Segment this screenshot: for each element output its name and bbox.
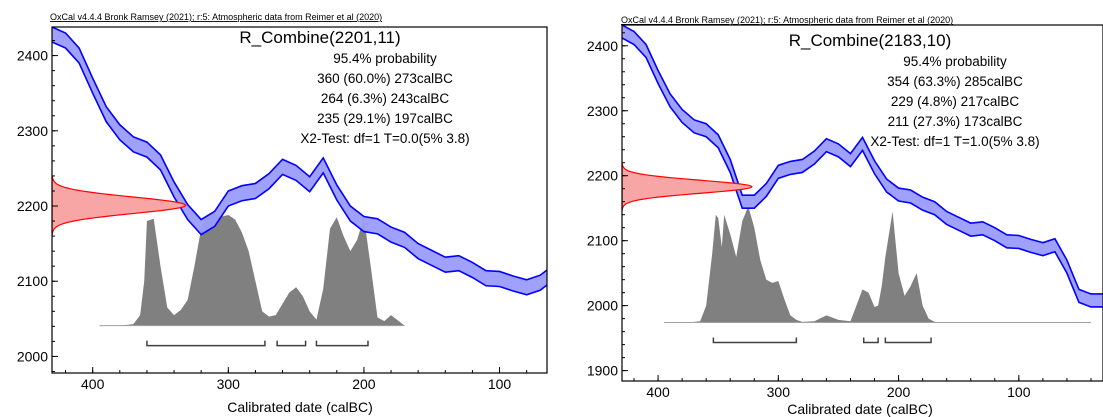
hpd-range-bracket-3 [884, 337, 932, 344]
y-tick-label: 2200 [587, 168, 618, 184]
summary-line-chi-test: X2-Test: df=1 T=1.0(5% 3.8) [870, 134, 1039, 149]
y-tick-label: 2200 [17, 198, 48, 214]
measurement-distribution [52, 175, 187, 235]
summary-line-range-3: 235 (29.1%) 197calBC [317, 111, 453, 126]
hpd-range-bracket-2 [276, 340, 307, 347]
probability-summary: 95.4% probability 360 (60.0%) 273calBC 2… [300, 51, 469, 146]
x-tick-label: 300 [767, 384, 791, 400]
plot-area: 400 300 200 100 2000 2100 2200 2300 2400 [17, 26, 548, 392]
chart-title: R_Combine(2201,11) [239, 28, 400, 47]
y-tick-label: 2000 [17, 348, 48, 364]
x-axis-label: Calibrated date (calBC) [227, 399, 373, 415]
summary-line-range-1: 360 (60.0%) 273calBC [317, 71, 453, 86]
probability-summary: 95.4% probability 354 (63.3%) 285calBC 2… [870, 54, 1039, 149]
left-calibration-chart: OxCal v4.4.4 Bronk Ramsey (2021); r:5: A… [17, 12, 548, 415]
hpd-range-bracket-2 [862, 337, 879, 344]
hpd-range-bracket-1 [712, 337, 798, 344]
x-tick-label: 400 [646, 384, 670, 400]
software-credit: OxCal v4.4.4 Bronk Ramsey (2021); r:5: A… [621, 15, 953, 25]
plot-frame [621, 24, 1103, 382]
y-tick-label: 2000 [587, 298, 618, 314]
x-tick-label: 200 [352, 376, 376, 392]
summary-line-range-2: 264 (6.3%) 243calBC [321, 91, 450, 106]
plot-area: 400 300 200 100 1900 2000 2100 2200 2300 2400 [587, 24, 1103, 400]
y-tick-label: 2300 [17, 123, 48, 139]
summary-line-range-1: 354 (63.3%) 285calBC [887, 74, 1023, 89]
x-tick-label: 300 [217, 376, 241, 392]
calibration-curve-lower-edge [622, 37, 1103, 308]
calibration-curve-upper-edge [622, 25, 1103, 295]
x-tick-label: 200 [887, 384, 911, 400]
hpd-range-bracket-1 [146, 340, 266, 347]
right-calibration-chart: OxCal v4.4.4 Bronk Ramsey (2021); r:5: A… [587, 15, 1103, 417]
y-tick-label: 2400 [17, 48, 48, 64]
measurement-distribution [622, 163, 753, 211]
y-tick-label: 2300 [587, 103, 618, 119]
plot-content [622, 25, 1103, 324]
calibration-curve-upper-edge [52, 27, 547, 281]
plot-frame [51, 26, 548, 374]
y-tick-label: 1900 [587, 363, 618, 379]
summary-line-probability: 95.4% probability [903, 54, 1007, 69]
x-tick-label: 100 [488, 376, 512, 392]
plot-content [52, 27, 547, 327]
y-tick-label: 2100 [587, 233, 618, 249]
summary-line-probability: 95.4% probability [333, 51, 437, 66]
chart-title: R_Combine(2183,10) [789, 31, 952, 50]
summary-line-range-3: 211 (27.3%) 173calBC [888, 114, 1023, 129]
summary-line-range-2: 229 (4.8%) 217calBC [891, 94, 1020, 109]
x-tick-label: 400 [81, 376, 105, 392]
y-tick-label: 2400 [587, 38, 618, 54]
posterior-distribution-area [99, 213, 405, 326]
summary-line-chi-test: X2-Test: df=1 T=0.0(5% 3.8) [300, 131, 469, 146]
x-axis-label: Calibrated date (calBC) [787, 401, 933, 417]
calibration-curve-lower-edge [52, 41, 547, 296]
hpd-range-bracket-3 [315, 340, 369, 347]
posterior-distribution-area [664, 206, 1091, 323]
software-credit: OxCal v4.4.4 Bronk Ramsey (2021); r:5: A… [50, 12, 382, 22]
y-tick-label: 2100 [17, 273, 48, 289]
x-tick-label: 100 [1007, 384, 1031, 400]
